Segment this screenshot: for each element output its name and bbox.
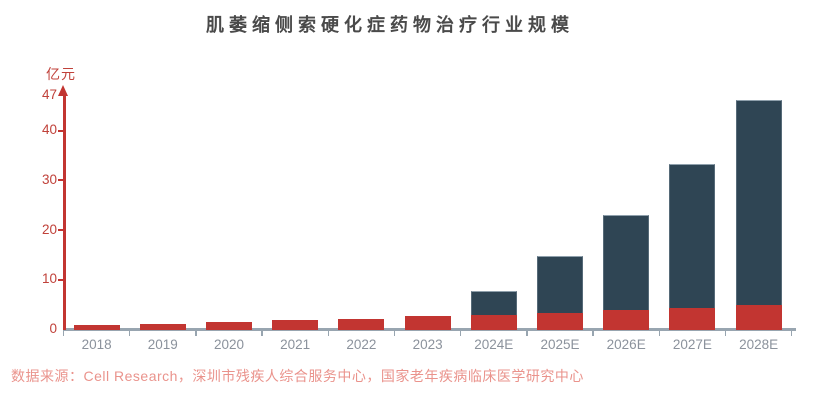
y-axis-tick [57,129,64,132]
bar-segment-navy-2027E [669,163,716,308]
x-axis-category-label: 2019 [147,337,178,352]
x-axis-category-label: 2023 [412,337,443,352]
x-axis-tick [459,330,462,336]
x-axis-tick [261,330,263,336]
x-axis-category-label: 2027E [672,337,712,352]
x-axis-category-label: 2021 [280,337,311,352]
x-axis-category-label: 2025E [540,337,580,352]
y-axis-tick [57,179,64,182]
y-axis-tick [57,229,64,231]
bar-segment-red-2028E [735,305,782,330]
x-axis-category-label: 2026E [606,337,646,352]
y-axis-tick-label: 10 [41,271,57,287]
bar-segment-red-2024E [470,315,517,330]
x-axis-tick [393,330,396,336]
y-axis-tick-label: 20 [41,221,57,237]
bar-segment-navy-2024E [470,290,517,316]
x-axis-tick [790,330,793,336]
y-axis-tick-label: 30 [41,171,57,187]
chart-title: 肌萎缩侧索硬化症药物治疗行业规模 [206,15,574,35]
bar-segment-red-2021 [272,320,319,330]
x-axis-category-label: 2024E [474,337,514,352]
y-axis-unit-label: 亿元 [46,66,76,82]
source-note: 数据来源：Cell Research，深圳市残疾人综合服务中心，国家老年疾病临床… [11,368,584,384]
x-axis-category-label: 2028E [739,337,779,352]
x-axis-tick [526,330,528,336]
x-axis-tick [62,330,65,336]
bar-segment-red-2019 [139,323,186,330]
bar-segment-red-2020 [206,321,252,330]
x-axis-category-label: 2022 [346,337,377,352]
x-axis-tick [128,330,131,336]
x-axis-tick [592,330,594,336]
x-axis-tick [195,330,197,336]
y-axis-tick-label: 47 [41,87,57,103]
bar-segment-navy-2026E [603,214,650,310]
bar-segment-navy-2028E [735,100,782,306]
x-axis-tick [327,330,330,336]
bar-segment-red-2027E [669,307,716,330]
x-axis-tick [658,330,661,336]
y-axis-tick-label: 40 [41,122,57,137]
x-axis-tick [724,330,727,336]
x-axis-category-label: 2020 [213,337,245,352]
y-axis-tick-label: 0 [49,321,57,336]
y-axis-tick [57,278,64,281]
bar-segment-red-2023 [404,316,451,330]
x-axis-category-label: 2018 [81,337,112,352]
y-axis-line [63,94,66,330]
bar-segment-red-2025E [537,312,583,330]
bar-segment-navy-2025E [537,255,583,313]
y-axis-arrow-icon [58,85,68,96]
bar-segment-red-2018 [73,325,120,330]
bar-segment-red-2026E [603,309,650,330]
bar-segment-red-2022 [338,318,385,330]
